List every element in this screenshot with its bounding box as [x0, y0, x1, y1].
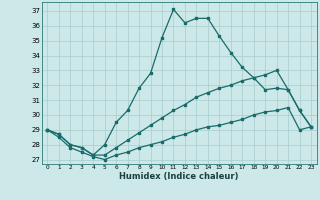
X-axis label: Humidex (Indice chaleur): Humidex (Indice chaleur): [119, 172, 239, 181]
